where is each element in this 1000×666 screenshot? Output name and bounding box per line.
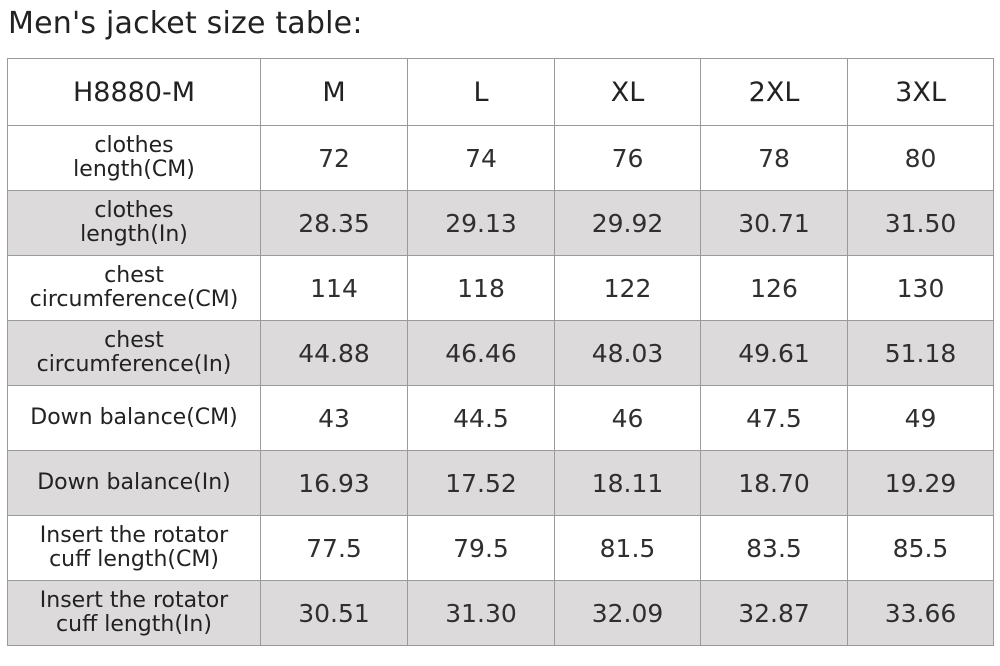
- table-row-chest-circumference-in: chest circumference(In) 44.88 46.46 48.0…: [7, 320, 994, 386]
- row-label: chest circumference(In): [7, 320, 261, 386]
- row-label: Down balance(In): [7, 450, 261, 516]
- table-cell: 49: [847, 385, 994, 451]
- row-label-line: length(In): [80, 222, 188, 247]
- table-cell: 78: [700, 125, 848, 191]
- table-cell: 33.66: [847, 580, 994, 646]
- row-label: clothes length(In): [7, 190, 261, 256]
- row-label: Down balance(CM): [7, 385, 261, 451]
- row-label-line: length(CM): [73, 157, 195, 182]
- table-cell: 85.5: [847, 515, 994, 581]
- table-cell: 44.88: [260, 320, 408, 386]
- page-title: Men's jacket size table:: [8, 6, 363, 41]
- row-label-line: circumference(CM): [29, 287, 239, 312]
- table-row-clothes-length-in: clothes length(In) 28.35 29.13 29.92 30.…: [7, 190, 994, 256]
- row-label-line: chest: [104, 328, 164, 353]
- header-row: H8880-M M L XL 2XL 3XL: [7, 58, 994, 126]
- row-label-line: cuff length(In): [56, 612, 212, 637]
- table-row-down-balance-cm: Down balance(CM) 43 44.5 46 47.5 49: [7, 385, 994, 451]
- row-label-line: Down balance(CM): [30, 405, 238, 430]
- row-label: chest circumference(CM): [7, 255, 261, 321]
- table-cell: 47.5: [700, 385, 848, 451]
- table-cell: 16.93: [260, 450, 408, 516]
- row-label-line: Down balance(In): [37, 470, 231, 495]
- table-cell: 114: [260, 255, 408, 321]
- model-header: H8880-M: [7, 58, 261, 126]
- table-cell: 31.50: [847, 190, 994, 256]
- table-cell: 83.5: [700, 515, 848, 581]
- table-cell: 43: [260, 385, 408, 451]
- table-cell: 30.51: [260, 580, 408, 646]
- table-cell: 18.70: [700, 450, 848, 516]
- row-label-line: Insert the rotator: [39, 588, 229, 613]
- table-cell: 126: [700, 255, 848, 321]
- table-cell: 74: [407, 125, 555, 191]
- table-cell: 30.71: [700, 190, 848, 256]
- size-header-3xl: 3XL: [847, 58, 994, 126]
- table-cell: 49.61: [700, 320, 848, 386]
- size-header-l: L: [407, 58, 555, 126]
- table-cell: 29.13: [407, 190, 555, 256]
- table-cell: 76: [554, 125, 701, 191]
- table-cell: 18.11: [554, 450, 701, 516]
- table-row-clothes-length-cm: clothes length(CM) 72 74 76 78 80: [7, 125, 994, 191]
- table-cell: 19.29: [847, 450, 994, 516]
- table-cell: 29.92: [554, 190, 701, 256]
- table-cell: 80: [847, 125, 994, 191]
- row-label-line: clothes: [94, 133, 174, 158]
- table-cell: 79.5: [407, 515, 555, 581]
- size-header-xl: XL: [554, 58, 701, 126]
- row-label-line: clothes: [94, 198, 174, 223]
- table-row-rotator-cuff-length-in: Insert the rotator cuff length(In) 30.51…: [7, 580, 994, 646]
- size-header-m: M: [260, 58, 408, 126]
- table-cell: 77.5: [260, 515, 408, 581]
- row-label-line: cuff length(CM): [49, 547, 219, 572]
- table-cell: 118: [407, 255, 555, 321]
- table-cell: 46: [554, 385, 701, 451]
- table-cell: 48.03: [554, 320, 701, 386]
- size-table: H8880-M M L XL 2XL 3XL clothes length(CM…: [7, 58, 994, 646]
- row-label-line: chest: [104, 263, 164, 288]
- table-cell: 122: [554, 255, 701, 321]
- table-row-rotator-cuff-length-cm: Insert the rotator cuff length(CM) 77.5 …: [7, 515, 994, 581]
- table-cell: 32.87: [700, 580, 848, 646]
- table-cell: 17.52: [407, 450, 555, 516]
- row-label: clothes length(CM): [7, 125, 261, 191]
- table-cell: 31.30: [407, 580, 555, 646]
- table-row-down-balance-in: Down balance(In) 16.93 17.52 18.11 18.70…: [7, 450, 994, 516]
- row-label-line: Insert the rotator: [39, 523, 229, 548]
- table-cell: 32.09: [554, 580, 701, 646]
- table-cell: 72: [260, 125, 408, 191]
- table-cell: 44.5: [407, 385, 555, 451]
- table-cell: 130: [847, 255, 994, 321]
- table-row-chest-circumference-cm: chest circumference(CM) 114 118 122 126 …: [7, 255, 994, 321]
- row-label-line: circumference(In): [36, 352, 232, 377]
- table-cell: 46.46: [407, 320, 555, 386]
- row-label: Insert the rotator cuff length(In): [7, 580, 261, 646]
- row-label: Insert the rotator cuff length(CM): [7, 515, 261, 581]
- table-cell: 28.35: [260, 190, 408, 256]
- table-cell: 51.18: [847, 320, 994, 386]
- size-header-2xl: 2XL: [700, 58, 848, 126]
- table-cell: 81.5: [554, 515, 701, 581]
